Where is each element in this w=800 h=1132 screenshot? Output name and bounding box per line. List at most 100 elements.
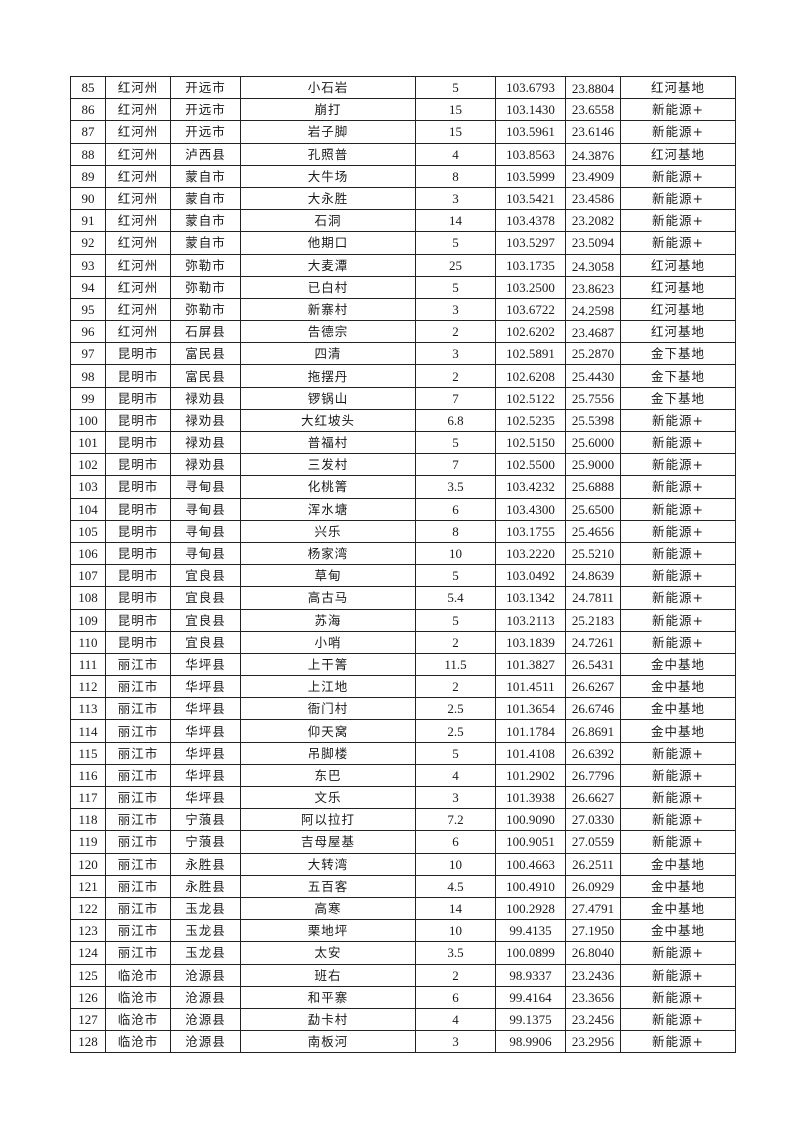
table-row: 86 红河州 开远市 崩打 15 103.1430 23.6558 新能源+ — [70, 98, 736, 122]
row-number-cell: 103 — [70, 475, 106, 499]
base-type-cell: 新能源+ — [620, 1007, 736, 1032]
county-cell: 玉龙县 — [170, 941, 241, 965]
county-cell: 弥勒市 — [170, 275, 241, 299]
table-row: 114 丽江市 华坪县 仰天窝 2.5 101.1784 26.8691 金中基地 — [70, 719, 736, 743]
latitude-cell: 25.9000 — [565, 453, 621, 477]
base-type-cell: 金中基地 — [620, 852, 736, 876]
county-cell: 寻甸县 — [170, 475, 241, 499]
county-cell: 弥勒市 — [170, 253, 241, 277]
county-cell: 永胜县 — [170, 852, 241, 876]
capacity-cell: 2 — [415, 963, 496, 987]
longitude-cell: 103.2113 — [495, 608, 566, 632]
county-cell: 开远市 — [170, 75, 241, 100]
row-number-cell: 124 — [70, 941, 106, 965]
capacity-cell: 6 — [415, 830, 496, 854]
capacity-cell: 4 — [415, 763, 496, 788]
table-row: 96 红河州 石屏县 告德宗 2 102.6202 23.4687 红河基地 — [70, 320, 736, 344]
site-name-cell: 石洞 — [240, 209, 416, 233]
row-number-cell: 109 — [70, 608, 106, 632]
latitude-cell: 23.5094 — [565, 231, 621, 255]
site-name-cell: 杨家湾 — [240, 541, 416, 566]
base-type-cell: 红河基地 — [620, 275, 736, 299]
site-name-cell: 普福村 — [240, 430, 416, 455]
row-number-cell: 112 — [70, 675, 106, 699]
capacity-cell: 15 — [415, 98, 496, 122]
row-number-cell: 92 — [70, 231, 106, 255]
county-cell: 华坪县 — [170, 652, 241, 677]
county-cell: 泸西县 — [170, 142, 241, 166]
longitude-cell: 103.1755 — [495, 519, 566, 543]
base-type-cell: 新能源+ — [620, 453, 736, 477]
longitude-cell: 99.1375 — [495, 1007, 566, 1032]
base-type-cell: 新能源+ — [620, 763, 736, 788]
site-name-cell: 东巴 — [240, 763, 416, 788]
base-type-cell: 新能源+ — [620, 963, 736, 987]
capacity-cell: 14 — [415, 209, 496, 233]
base-type-cell: 金下基地 — [620, 342, 736, 366]
row-number-cell: 104 — [70, 497, 106, 521]
capacity-cell: 3 — [415, 342, 496, 366]
site-name-cell: 仰天窝 — [240, 719, 416, 743]
county-cell: 蒙自市 — [170, 231, 241, 255]
capacity-cell: 10 — [415, 852, 496, 876]
capacity-cell: 10 — [415, 541, 496, 566]
county-cell: 宜良县 — [170, 630, 241, 654]
site-name-cell: 兴乐 — [240, 519, 416, 543]
site-name-cell: 锣锅山 — [240, 386, 416, 410]
capacity-cell: 2 — [415, 364, 496, 388]
capacity-cell: 11.5 — [415, 652, 496, 677]
prefecture-cell: 昆明市 — [105, 497, 171, 521]
longitude-cell: 102.5500 — [495, 453, 566, 477]
base-type-cell: 新能源+ — [620, 497, 736, 521]
table-row: 120 丽江市 永胜县 大转湾 10 100.4663 26.2511 金中基地 — [70, 852, 736, 876]
row-number-cell: 118 — [70, 808, 106, 832]
county-cell: 开远市 — [170, 98, 241, 122]
longitude-cell: 103.5999 — [495, 164, 566, 188]
table-row: 117 丽江市 华坪县 文乐 3 101.3938 26.6627 新能源+ — [70, 785, 736, 810]
longitude-cell: 103.6722 — [495, 297, 566, 322]
county-cell: 蒙自市 — [170, 186, 241, 211]
county-cell: 寻甸县 — [170, 519, 241, 543]
capacity-cell: 5 — [415, 564, 496, 588]
site-name-cell: 大麦潭 — [240, 253, 416, 277]
base-type-cell: 新能源+ — [620, 1030, 736, 1054]
latitude-cell: 24.7261 — [565, 630, 621, 654]
prefecture-cell: 昆明市 — [105, 364, 171, 388]
site-name-cell: 四清 — [240, 342, 416, 366]
capacity-cell: 7 — [415, 453, 496, 477]
longitude-cell: 103.5421 — [495, 186, 566, 211]
capacity-cell: 3 — [415, 186, 496, 211]
row-number-cell: 106 — [70, 541, 106, 566]
base-type-cell: 金中基地 — [620, 896, 736, 921]
site-name-cell: 岩子脚 — [240, 120, 416, 144]
capacity-cell: 3 — [415, 1030, 496, 1054]
row-number-cell: 85 — [70, 75, 106, 100]
site-name-cell: 拖摆丹 — [240, 364, 416, 388]
longitude-cell: 103.5961 — [495, 120, 566, 144]
table-row: 112 丽江市 华坪县 上江地 2 101.4511 26.6267 金中基地 — [70, 675, 736, 699]
capacity-cell: 5 — [415, 275, 496, 299]
county-cell: 寻甸县 — [170, 541, 241, 566]
longitude-cell: 101.3827 — [495, 652, 566, 677]
row-number-cell: 86 — [70, 98, 106, 122]
prefecture-cell: 丽江市 — [105, 852, 171, 876]
capacity-cell: 3 — [415, 297, 496, 322]
base-type-cell: 新能源+ — [620, 630, 736, 654]
site-name-cell: 化桃箐 — [240, 475, 416, 499]
base-type-cell: 红河基地 — [620, 320, 736, 344]
county-cell: 玉龙县 — [170, 896, 241, 921]
prefecture-cell: 临沧市 — [105, 985, 171, 1009]
longitude-cell: 99.4164 — [495, 985, 566, 1009]
latitude-cell: 27.0559 — [565, 830, 621, 854]
table-row: 85 红河州 开远市 小石岩 5 103.6793 23.8804 红河基地 — [70, 75, 736, 100]
table-row: 93 红河州 弥勒市 大麦潭 25 103.1735 24.3058 红河基地 — [70, 253, 736, 277]
county-cell: 蒙自市 — [170, 209, 241, 233]
table-row: 109 昆明市 宜良县 苏海 5 103.2113 25.2183 新能源+ — [70, 608, 736, 632]
capacity-cell: 4 — [415, 1007, 496, 1032]
longitude-cell: 101.4511 — [495, 675, 566, 699]
capacity-cell: 5 — [415, 231, 496, 255]
site-name-cell: 阿以拉打 — [240, 808, 416, 832]
longitude-cell: 100.2928 — [495, 896, 566, 921]
base-type-cell: 金中基地 — [620, 919, 736, 943]
base-type-cell: 新能源+ — [620, 564, 736, 588]
